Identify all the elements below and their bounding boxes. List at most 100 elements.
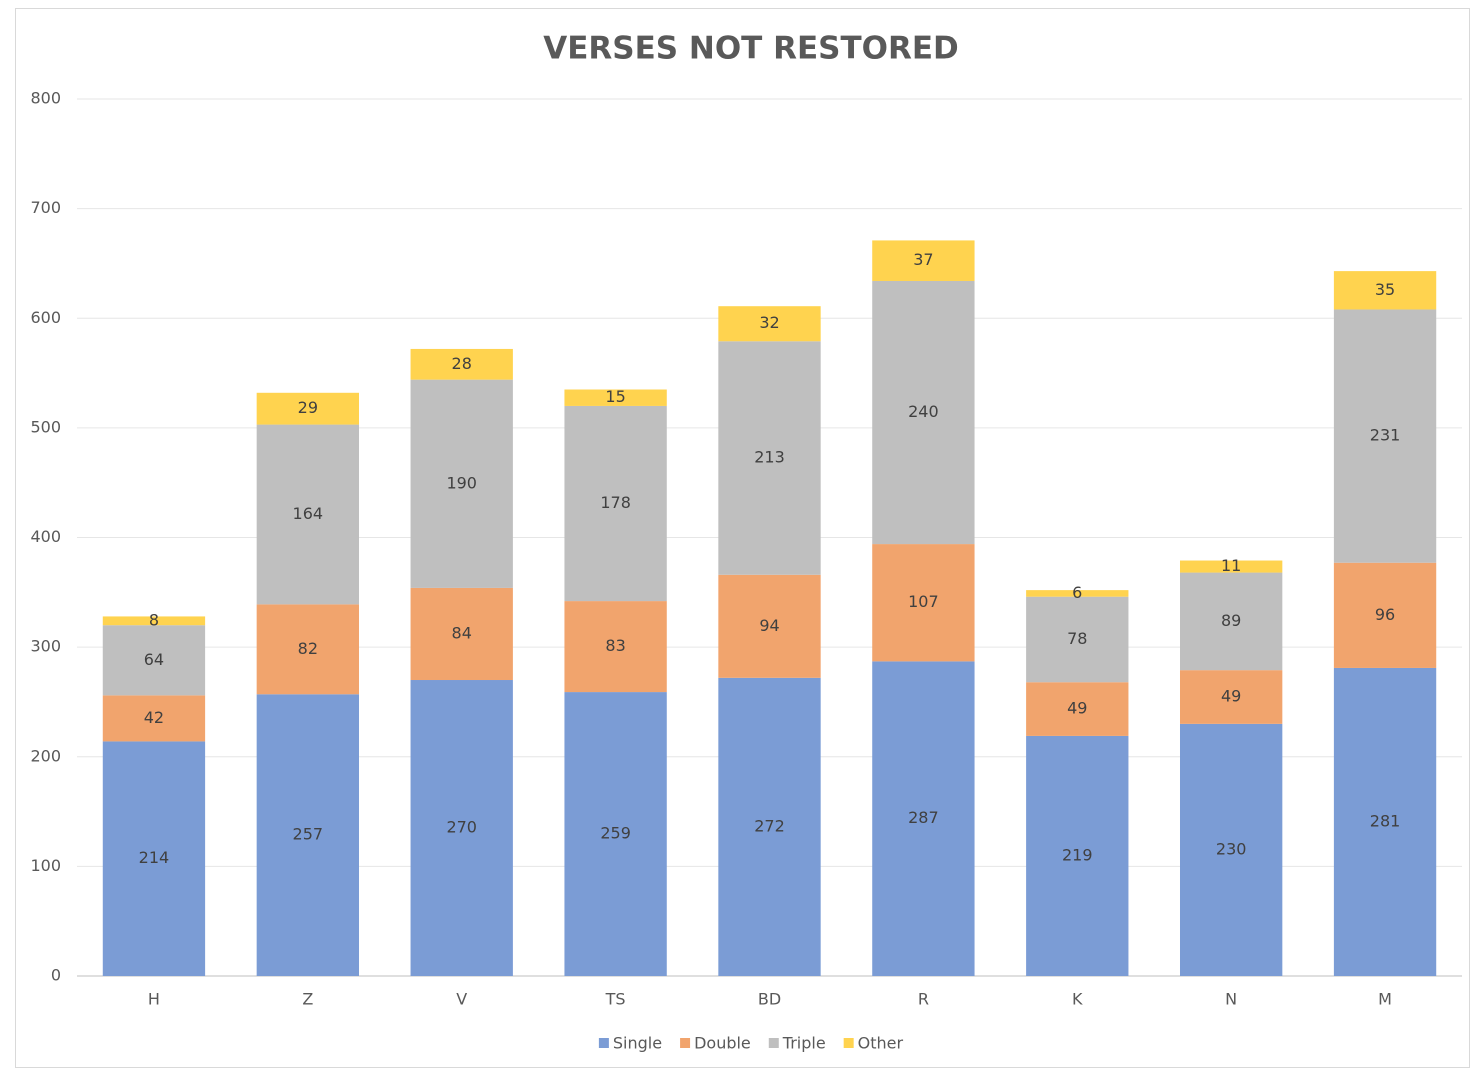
bar-segment <box>410 379 513 588</box>
data-label: 11 <box>1221 556 1241 575</box>
data-label: 78 <box>1067 629 1087 648</box>
bar-segment <box>872 661 975 976</box>
data-label: 214 <box>139 848 170 867</box>
x-tick-label: R <box>918 990 929 1009</box>
data-label: 240 <box>908 402 939 421</box>
data-label: 190 <box>446 473 477 492</box>
bar-segment <box>564 601 667 693</box>
y-tick-label: 0 <box>51 966 61 985</box>
bar-segment <box>256 424 360 605</box>
bar-segment <box>564 389 667 406</box>
data-label: 219 <box>1062 845 1093 864</box>
data-label: 231 <box>1370 426 1401 445</box>
bar-segment <box>718 574 821 678</box>
legend-swatch <box>680 1038 691 1048</box>
data-label: 35 <box>1375 280 1395 299</box>
y-tick-label: 400 <box>30 527 61 546</box>
data-label: 49 <box>1221 687 1241 706</box>
y-tick-label: 600 <box>30 308 61 327</box>
bar-segment <box>102 616 206 626</box>
bar-segment <box>1026 682 1129 736</box>
bar-segment <box>1333 667 1437 976</box>
y-tick-label: 100 <box>30 856 61 875</box>
data-label: 37 <box>913 250 933 269</box>
data-label: 42 <box>144 708 164 727</box>
bar-segment <box>1333 309 1437 563</box>
y-tick-label: 700 <box>30 198 61 217</box>
bar-segment <box>410 587 513 681</box>
data-label: 259 <box>600 824 631 843</box>
legend-swatch <box>768 1038 779 1048</box>
bar-segment <box>102 625 206 696</box>
data-label: 64 <box>144 650 164 669</box>
data-label: 281 <box>1370 811 1401 830</box>
data-label: 213 <box>754 448 785 467</box>
bar-segment <box>1179 572 1283 671</box>
x-tick-label: V <box>456 990 467 1009</box>
bar-segment <box>872 280 975 545</box>
bar-segment <box>256 392 360 425</box>
y-tick-label: 500 <box>30 417 61 436</box>
legend-label: Triple <box>782 1034 826 1053</box>
bar-segment <box>1179 723 1283 976</box>
data-label: 270 <box>446 818 477 837</box>
bar-segment <box>102 695 206 742</box>
legend-swatch <box>843 1038 854 1048</box>
bar-segment <box>1333 271 1437 310</box>
bar-segment <box>1026 735 1129 976</box>
data-label: 164 <box>293 504 324 523</box>
legend-swatch <box>598 1038 609 1048</box>
data-label: 89 <box>1221 611 1241 630</box>
y-tick-label: 300 <box>30 637 61 656</box>
data-label: 6 <box>1072 583 1082 602</box>
bar-segment <box>1179 560 1283 573</box>
data-label: 29 <box>298 398 318 417</box>
bar-segment <box>718 677 821 976</box>
data-label: 287 <box>908 808 939 827</box>
x-tick-label: BD <box>758 990 781 1009</box>
bar-segment <box>102 741 206 976</box>
data-label: 15 <box>605 387 625 406</box>
x-tick-label: Z <box>302 990 313 1009</box>
data-label: 94 <box>759 616 779 635</box>
bar-segment <box>872 240 975 281</box>
data-label: 272 <box>754 816 785 835</box>
bar-segment <box>564 405 667 602</box>
legend-label: Double <box>694 1034 751 1053</box>
x-tick-label: H <box>148 990 160 1009</box>
bar-segment <box>256 694 360 976</box>
x-tick-label: N <box>1225 990 1237 1009</box>
data-label: 28 <box>452 354 472 373</box>
y-tick-label: 200 <box>30 746 61 765</box>
bar-segment <box>1026 596 1129 683</box>
data-label: 49 <box>1067 699 1087 718</box>
x-tick-label: M <box>1378 990 1392 1009</box>
bar-segment <box>1026 590 1129 597</box>
data-label: 96 <box>1375 605 1395 624</box>
legend-label: Single <box>613 1034 662 1053</box>
bar-segment <box>410 348 513 380</box>
bar-segment <box>410 680 513 976</box>
bar-segment <box>564 692 667 976</box>
data-label: 82 <box>298 639 318 658</box>
data-label: 83 <box>605 636 625 655</box>
bar-segment <box>1179 670 1283 724</box>
data-label: 32 <box>759 313 779 332</box>
data-label: 178 <box>600 493 631 512</box>
data-label: 230 <box>1216 839 1247 858</box>
data-label: 257 <box>293 825 324 844</box>
x-tick-label: K <box>1072 990 1083 1009</box>
bar-segment <box>718 341 821 575</box>
data-label: 8 <box>149 610 159 629</box>
bar-segment <box>256 604 360 695</box>
bar-segment <box>1333 562 1437 668</box>
legend-label: Other <box>858 1034 904 1053</box>
data-label: 107 <box>908 592 939 611</box>
x-tick-label: TS <box>605 990 626 1009</box>
bar-segment <box>718 306 821 342</box>
chart-title: VERSES NOT RESTORED <box>543 31 959 67</box>
y-tick-label: 800 <box>30 89 61 108</box>
data-label: 84 <box>452 623 472 642</box>
bar-segment <box>872 544 975 662</box>
